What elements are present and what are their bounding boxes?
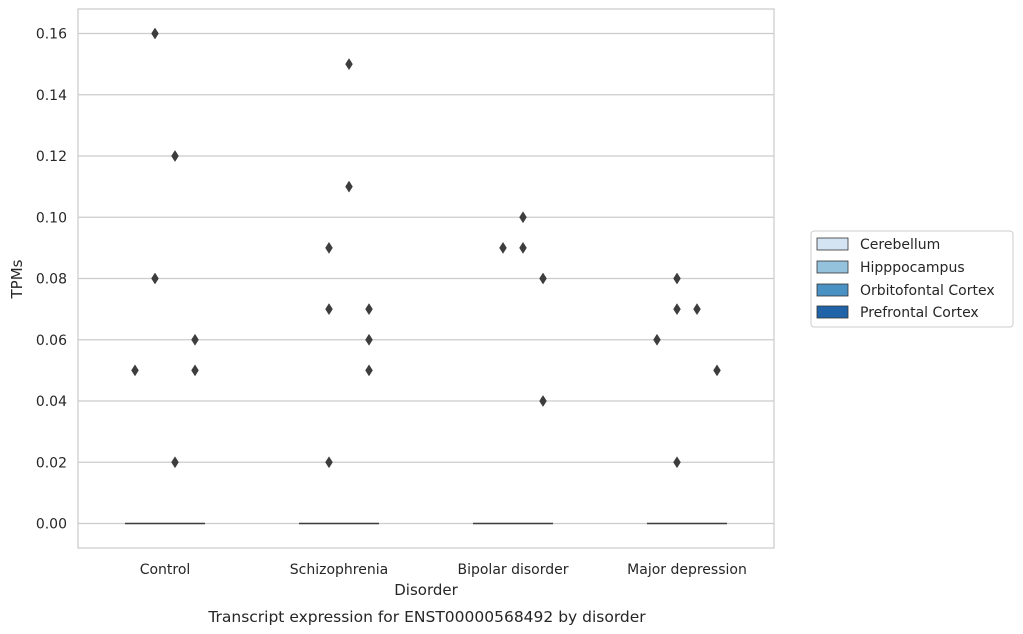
legend-swatch-orbitofrontal-cortex bbox=[816, 283, 849, 297]
y-tick-label: 0.16 bbox=[36, 27, 67, 43]
chart-caption: Transcript expression for ENST0000056849… bbox=[207, 608, 646, 626]
outlier-point bbox=[499, 241, 507, 254]
outlier-point bbox=[365, 333, 373, 346]
legend-swatch-prefrontal-cortex bbox=[816, 305, 849, 319]
legend-label-cerebellum: Cerebellum bbox=[860, 237, 940, 253]
outlier-point bbox=[191, 333, 199, 346]
outlier-point bbox=[713, 364, 721, 377]
y-tick-label: 0.08 bbox=[36, 272, 67, 288]
legend-swatch-cerebellum bbox=[816, 237, 849, 251]
outlier-point bbox=[191, 364, 199, 377]
outlier-point bbox=[345, 180, 353, 193]
outlier-point bbox=[365, 303, 373, 316]
outlier-point bbox=[171, 456, 179, 469]
outlier-point bbox=[325, 456, 333, 469]
outlier-point bbox=[151, 27, 159, 40]
outlier-point bbox=[539, 272, 547, 285]
outlier-point bbox=[171, 150, 179, 162]
outlier-point bbox=[131, 364, 139, 377]
y-tick-label: 0.00 bbox=[36, 517, 67, 533]
outlier-point bbox=[519, 211, 527, 224]
outlier-point bbox=[693, 303, 701, 316]
legend: Cerebellum Hipppocampus Orbitofontal Cor… bbox=[810, 230, 1014, 328]
outlier-point bbox=[365, 364, 373, 377]
y-axis-label: TPMs bbox=[8, 259, 26, 299]
y-tick-label: 0.14 bbox=[36, 88, 67, 104]
y-tick-label: 0.12 bbox=[36, 149, 67, 165]
outlier-point bbox=[325, 303, 333, 316]
y-tick-label: 0.06 bbox=[36, 333, 67, 349]
legend-label-orbitofrontal-cortex: Orbitofontal Cortex bbox=[860, 283, 995, 299]
outlier-point bbox=[151, 272, 159, 285]
legend-label-prefrontal-cortex: Prefrontal Cortex bbox=[860, 305, 979, 321]
y-axis-ticks: 0.00 0.02 0.04 0.06 0.08 0.10 0.12 0.14 0.16 bbox=[36, 27, 67, 533]
x-axis-ticks: Control Schizophrenia Bipolar disorder Majo… bbox=[140, 562, 747, 578]
y-tick-label: 0.02 bbox=[36, 455, 67, 471]
legend-label-hippocampus: Hipppocampus bbox=[860, 260, 965, 276]
outlier-point bbox=[519, 241, 527, 254]
x-axis-label: Disorder bbox=[394, 581, 458, 599]
outlier-point bbox=[325, 241, 333, 254]
x-tick-label: Schizophrenia bbox=[290, 562, 388, 578]
outlier-point bbox=[345, 58, 353, 71]
y-tick-label: 0.04 bbox=[36, 394, 67, 410]
x-tick-label: Major depression bbox=[627, 562, 747, 578]
grid bbox=[78, 32, 774, 525]
x-tick-label: Bipolar disorder bbox=[457, 562, 568, 578]
plot-area-frame bbox=[77, 8, 775, 549]
y-tick-label: 0.10 bbox=[36, 210, 67, 226]
legend-swatch-hippocampus bbox=[816, 260, 849, 274]
outlier-point bbox=[539, 395, 547, 407]
x-tick-label: Control bbox=[140, 562, 191, 578]
outlier-point bbox=[673, 303, 681, 316]
outlier-point bbox=[673, 456, 681, 469]
plot-marks bbox=[124, 27, 728, 525]
outlier-point bbox=[673, 272, 681, 285]
legend-frame bbox=[810, 230, 1014, 328]
outlier-point bbox=[653, 333, 661, 346]
